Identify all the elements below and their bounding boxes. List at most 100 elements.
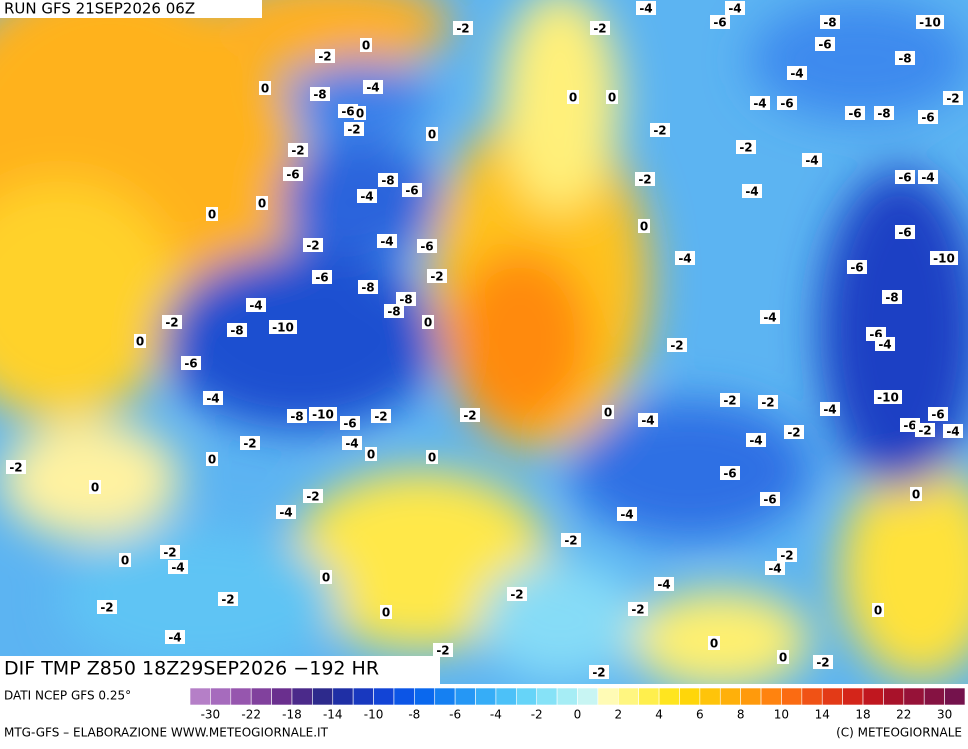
contour-label: -8 [387,305,400,319]
label-box [396,292,416,306]
label-box [363,80,383,94]
contour-label: -8 [399,293,412,307]
run-title: RUN GFS 21SEP2026 06Z [4,0,195,18]
colorbar-label: 2 [614,708,622,722]
label-box [422,315,434,329]
colorbar-label: -30 [201,708,221,722]
contour-label: 0 [261,82,269,96]
contour-label: -6 [848,107,861,121]
contour-label: 0 [208,453,216,467]
label-box [916,15,944,29]
label-box [943,91,963,105]
contour-label: -6 [184,357,197,371]
contour-label: -4 [749,434,762,448]
colorbar-swatch [312,687,334,706]
contour-label: -6 [898,171,911,185]
contour-label: -2 [291,144,304,158]
label-box [417,239,437,253]
contour-label: -10 [877,391,899,405]
colorbar-label: -4 [490,708,502,722]
contour-label: -8 [877,107,890,121]
label-box [650,123,670,137]
label-box [240,436,260,450]
contour-label: -4 [745,185,758,199]
label-box [589,665,609,679]
label-box [310,87,330,101]
label-box [269,320,297,334]
contour-label: -2 [510,588,523,602]
contour-label: -2 [347,123,360,137]
contour-label: 0 [367,448,375,462]
colorbar-label: -22 [241,708,261,722]
contour-label: -4 [345,437,358,451]
label-box [845,106,865,120]
label-box [710,15,730,29]
label-box [427,269,447,283]
contour-label: -8 [230,324,243,338]
label-box [426,450,438,464]
colorbar-label: 22 [896,708,911,722]
colorbar-swatch [332,687,354,706]
label-box [354,106,366,120]
contour-label: 0 [362,39,370,53]
label-box [288,143,308,157]
contour-label: -6 [343,417,356,431]
map-field [0,0,968,684]
contour-label: -6 [723,467,736,481]
colorbar-swatch [516,687,538,706]
contour-label: -8 [823,16,836,30]
label-box [134,334,146,348]
contour-label: -2 [761,396,774,410]
label-box [787,66,807,80]
label-box [276,505,296,519]
colorbar-swatch [189,687,211,706]
contour-label: -2 [436,644,449,658]
label-box [708,636,720,650]
label-box [590,21,610,35]
colorbar-swatch [944,687,966,706]
label-box [377,234,397,248]
label-box [882,290,902,304]
contour-label: 0 [382,606,390,620]
colorbar-swatch [699,687,721,706]
contour-label: -2 [593,22,606,36]
contour-label: -2 [723,394,736,408]
label-box [742,184,762,198]
contour-label: 0 [874,604,882,618]
contour-label: -4 [168,631,181,645]
contour-label: -6 [818,38,831,52]
contour-label: -4 [946,425,959,439]
colorbar-label: 8 [737,708,745,722]
label-box [667,338,687,352]
contour-label: -4 [620,508,633,522]
contour-label: -8 [885,291,898,305]
label-box [320,570,332,584]
label-box [720,393,740,407]
label-box [820,402,840,416]
contour-label: -4 [249,299,262,313]
colorbar-swatch [352,687,374,706]
label-box [246,298,266,312]
contour-label: -2 [816,656,829,670]
colorbar-swatch [903,687,925,706]
contour-label: -10 [312,408,334,422]
colorbar-swatch [617,687,639,706]
label-box [910,487,922,501]
label-box [928,407,948,421]
contour-label: 0 [258,197,266,211]
colorbar-swatch [230,687,252,706]
colorbar-label: 18 [855,708,870,722]
label-box [206,207,218,221]
contour-label: 0 [121,554,129,568]
label-box [746,433,766,447]
label-box [628,602,648,616]
colorbar-swatch [556,687,578,706]
label-box [357,189,377,203]
contour-label: -2 [306,490,319,504]
colorbar-swatch [536,687,558,706]
colorbar-label: -2 [531,708,543,722]
colorbar-label: 10 [774,708,789,722]
label-box [567,90,579,104]
label-box [815,37,835,51]
